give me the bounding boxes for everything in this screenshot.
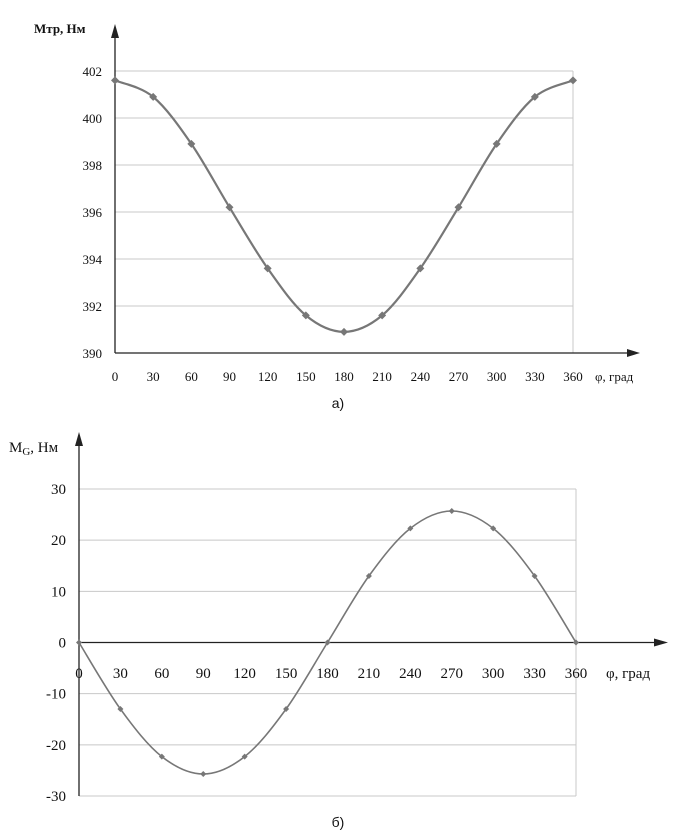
x-tick-label: 60 bbox=[185, 369, 198, 384]
x-axis-label: φ, град bbox=[606, 666, 650, 682]
x-tick-label: 120 bbox=[233, 666, 256, 682]
x-tick-label: 360 bbox=[563, 369, 583, 384]
y-tick-label: 10 bbox=[51, 584, 66, 600]
x-tick-label: 60 bbox=[154, 666, 169, 682]
data-point bbox=[111, 76, 119, 85]
y-tick-label: 0 bbox=[59, 636, 67, 652]
data-point bbox=[407, 525, 414, 532]
data-point bbox=[117, 706, 124, 713]
x-tick-label: 300 bbox=[482, 666, 505, 682]
x-tick-label: 0 bbox=[75, 666, 83, 682]
data-point bbox=[416, 264, 425, 273]
y-axis-arrow bbox=[75, 432, 83, 446]
x-tick-label: 180 bbox=[334, 369, 354, 384]
x-tick-label: 30 bbox=[113, 666, 128, 682]
x-axis-arrow bbox=[627, 349, 640, 357]
x-tick-label: 30 bbox=[147, 369, 160, 384]
y-tick-label: 398 bbox=[83, 158, 103, 173]
y-tick-label: 396 bbox=[83, 205, 103, 220]
x-tick-label: 240 bbox=[411, 369, 431, 384]
y-axis-label: Мтр, Нм bbox=[34, 21, 86, 36]
data-point bbox=[492, 139, 501, 148]
y-tick-label: -30 bbox=[46, 789, 66, 805]
data-point bbox=[448, 508, 455, 515]
data-point bbox=[200, 770, 207, 777]
chart-moment-g: 0 30 60 90 120 150 180 210 240 270 300 330 360-30-20… bbox=[9, 432, 668, 805]
x-tick-label: 150 bbox=[296, 369, 316, 384]
data-point bbox=[241, 753, 248, 760]
data-point bbox=[573, 639, 579, 646]
x-tick-label: 210 bbox=[372, 369, 392, 384]
data-point bbox=[454, 203, 463, 212]
y-tick-label: 402 bbox=[83, 64, 103, 79]
caption-a: а) bbox=[332, 395, 344, 411]
chart-torque-friction: 0 30 60 90 120 150 180 210 240 270 300 330 360 390 392… bbox=[34, 21, 640, 384]
data-point bbox=[378, 311, 387, 320]
data-point bbox=[76, 639, 82, 646]
x-tick-label: 0 bbox=[112, 369, 119, 384]
data-point bbox=[569, 76, 577, 85]
x-tick-label: 330 bbox=[525, 369, 545, 384]
data-point bbox=[490, 525, 497, 532]
x-tick-label: 120 bbox=[258, 369, 278, 384]
data-point bbox=[283, 706, 290, 713]
x-tick-label: 210 bbox=[358, 666, 381, 682]
y-tick-label: 30 bbox=[51, 482, 66, 498]
data-point bbox=[149, 92, 158, 101]
x-tick-label: 90 bbox=[223, 369, 236, 384]
y-tick-label: 394 bbox=[83, 252, 103, 267]
x-tick-label: 180 bbox=[316, 666, 339, 682]
y-axis-arrow bbox=[111, 24, 119, 38]
x-tick-label: 330 bbox=[523, 666, 546, 682]
data-point bbox=[225, 203, 234, 212]
y-tick-label: -10 bbox=[46, 687, 66, 703]
y-tick-label: 392 bbox=[83, 299, 103, 314]
y-axis-label: MG, Нм bbox=[9, 440, 59, 458]
data-point bbox=[187, 139, 196, 148]
data-point bbox=[530, 92, 539, 101]
y-tick-label: -20 bbox=[46, 738, 66, 754]
data-point bbox=[340, 327, 348, 336]
data-point bbox=[324, 639, 331, 646]
x-tick-label: 90 bbox=[196, 666, 211, 682]
x-tick-label: 240 bbox=[399, 666, 422, 682]
x-tick-label: 150 bbox=[275, 666, 298, 682]
y-tick-label: 400 bbox=[83, 111, 103, 126]
y-tick-label: 390 bbox=[83, 346, 103, 361]
x-axis-arrow bbox=[654, 638, 668, 647]
data-point bbox=[531, 572, 538, 579]
caption-b: б) bbox=[332, 814, 345, 830]
x-tick-label: 300 bbox=[487, 369, 507, 384]
data-point bbox=[301, 311, 310, 320]
x-tick-label: 360 bbox=[565, 666, 588, 682]
data-point bbox=[158, 753, 165, 760]
data-point bbox=[365, 572, 372, 579]
data-point bbox=[263, 264, 272, 273]
x-tick-label: 270 bbox=[449, 369, 469, 384]
x-tick-label: 270 bbox=[441, 666, 464, 682]
x-axis-label: φ, град bbox=[595, 369, 634, 384]
y-tick-label: 20 bbox=[51, 533, 66, 549]
